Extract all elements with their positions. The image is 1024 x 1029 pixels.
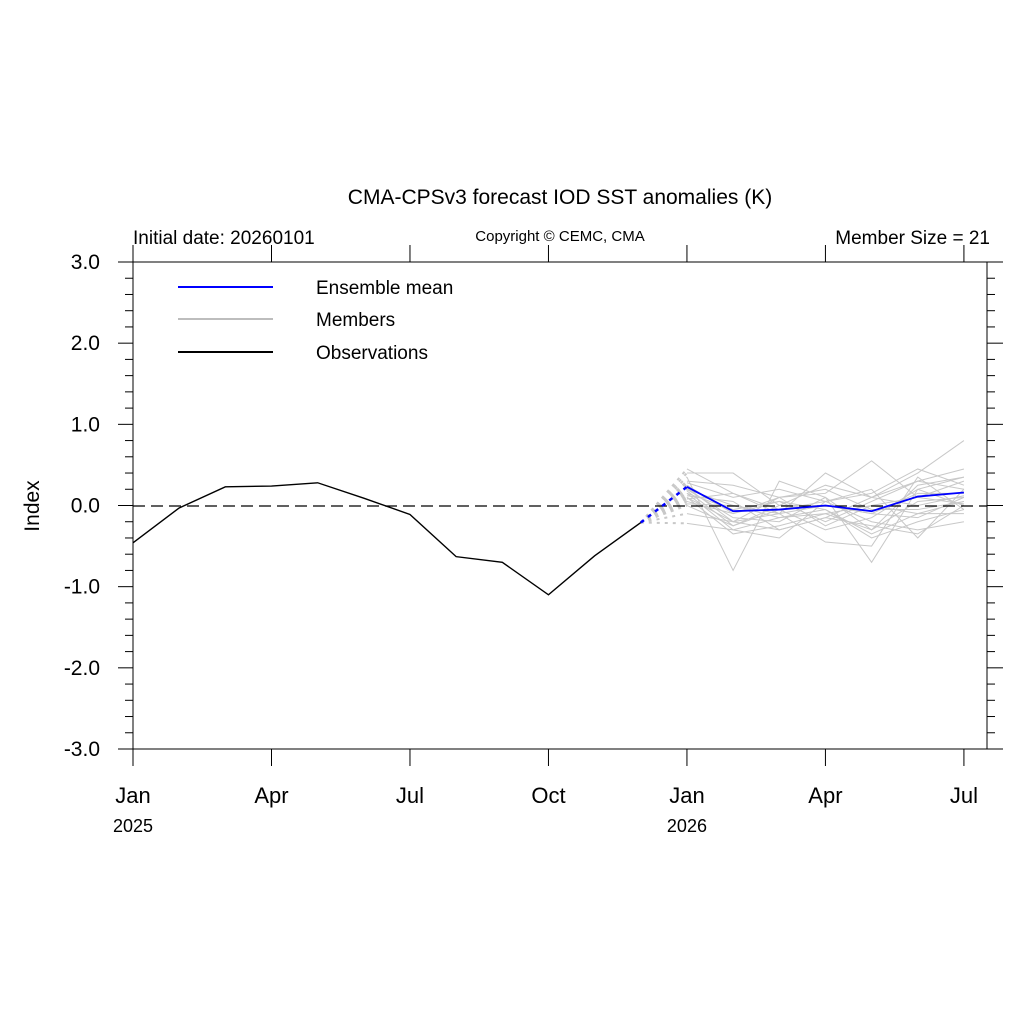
y-tick-label: 2.0 xyxy=(71,332,100,355)
members-series xyxy=(640,440,965,572)
x-tick-year-label: 2025 xyxy=(113,816,153,836)
copyright-label: Copyright © CEMC, CMA xyxy=(475,228,644,245)
x-tick-label: Jul xyxy=(950,783,978,808)
legend-label-ensemble-mean: Ensemble mean xyxy=(316,278,453,299)
initial-date-label: Initial date: 20260101 xyxy=(133,228,315,249)
y-tick-label: -1.0 xyxy=(64,576,100,599)
member-line xyxy=(686,509,964,535)
y-tick-label: 0.0 xyxy=(71,495,100,518)
y-axis-label: Index xyxy=(21,480,44,532)
member-line xyxy=(686,505,965,535)
x-tick-label: Jan xyxy=(669,783,704,808)
x-tick-label: Oct xyxy=(531,783,565,808)
member-connector xyxy=(640,472,688,524)
legend-label-members: Members xyxy=(316,310,395,331)
member-connector xyxy=(640,521,687,525)
y-tick-label: -2.0 xyxy=(64,657,100,680)
y-tick-label: -3.0 xyxy=(64,738,100,761)
member-line xyxy=(686,476,965,535)
ensemble-mean-series xyxy=(640,485,964,524)
x-tick-label: Apr xyxy=(254,783,288,808)
x-tick-year-label: 2026 xyxy=(667,816,707,836)
member-line xyxy=(686,460,965,498)
x-tick-label: Jan xyxy=(115,783,150,808)
observations-line xyxy=(132,482,642,596)
x-tick-label: Jul xyxy=(396,783,424,808)
observations-series xyxy=(132,482,642,596)
y-tick-label: 1.0 xyxy=(71,413,100,436)
member-connector xyxy=(640,468,688,524)
member-line xyxy=(686,440,965,515)
legend-label-observations: Observations xyxy=(316,343,428,364)
member-connector xyxy=(640,498,688,524)
member-line xyxy=(686,476,965,547)
x-tick-label: Apr xyxy=(808,783,842,808)
member-line xyxy=(686,468,965,507)
legend: Ensemble mean Members Observations xyxy=(178,278,453,364)
member-line xyxy=(686,488,965,539)
y-tick-label: 3.0 xyxy=(71,251,100,274)
member-line xyxy=(686,488,964,531)
plot-frame xyxy=(132,261,988,750)
ensemble-mean-line xyxy=(686,486,964,513)
axes: 3.0 2.0 1.0 0.0 -1.0 -2.0 -3.0 Jan 2025 Apr Jul Oct… xyxy=(64,245,1003,836)
member-connector xyxy=(640,504,688,524)
member-size-label: Member Size = 21 xyxy=(835,228,990,249)
chart-title: CMA-CPSv3 forecast IOD SST anomalies (K) xyxy=(348,186,772,209)
ensemble-mean-connector xyxy=(640,485,688,524)
